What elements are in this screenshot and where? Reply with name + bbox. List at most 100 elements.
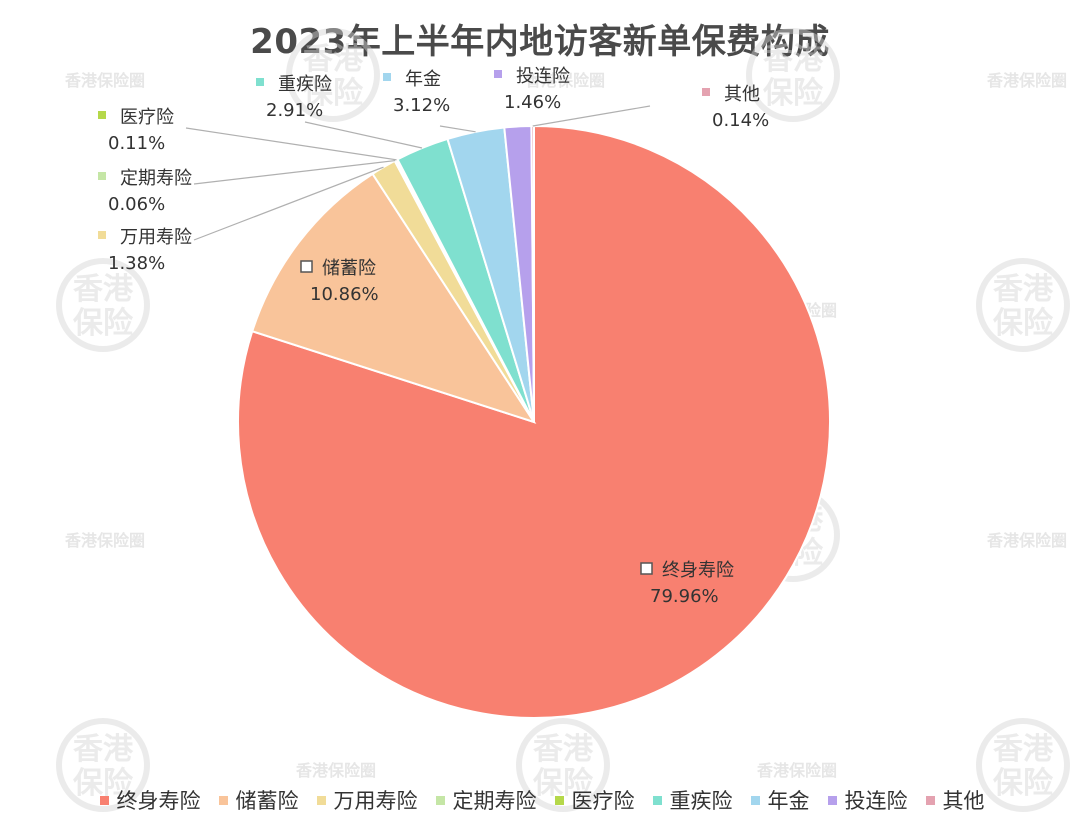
legend-label: 终身寿险 <box>116 789 201 813</box>
legend-label: 其他 <box>942 789 985 813</box>
pie-slices <box>237 124 831 719</box>
watermark-text: 香港保险圈 <box>986 531 1067 550</box>
data-label-name: 储蓄险 <box>322 258 376 279</box>
svg-text:保险: 保险 <box>763 76 824 111</box>
svg-text:保险: 保险 <box>533 766 594 801</box>
label-marker <box>702 88 710 96</box>
watermark-seal: 香港保险 <box>746 28 840 122</box>
legend-label: 定期寿险 <box>452 789 537 813</box>
legend-item: 储蓄险 <box>218 785 299 815</box>
label-marker <box>640 562 653 575</box>
legend-item: 投连险 <box>827 785 908 815</box>
legend-item: 年金 <box>750 785 810 815</box>
legend-swatch <box>750 795 760 805</box>
legend-swatch <box>554 795 564 805</box>
watermark-seal: 香港保险 <box>286 28 380 122</box>
data-label: 重疾险 2.91% <box>256 74 332 121</box>
watermark-text: 香港保险圈 <box>524 71 605 90</box>
data-label-name: 医疗险 <box>120 107 174 128</box>
data-labels: 终身寿险 79.96% 储蓄险 10.86% 万用寿险 1.38% 定期寿险 0.06% 医疗险… <box>98 66 769 607</box>
watermark-seal: 香港保险 <box>56 718 150 812</box>
data-label-name: 重疾险 <box>278 74 332 95</box>
legend-swatch <box>435 795 445 805</box>
data-label: 万用寿险 1.38% <box>98 227 192 274</box>
label-marker <box>300 260 313 273</box>
svg-text:保险: 保险 <box>73 766 134 801</box>
data-label-name: 万用寿险 <box>120 227 192 248</box>
watermark-text: 香港保险圈 <box>64 71 145 90</box>
pie-slice <box>251 172 537 424</box>
legend-item: 重疾险 <box>652 785 733 815</box>
data-label: 定期寿险 0.06% <box>98 168 192 215</box>
svg-text:香港: 香港 <box>73 732 134 767</box>
svg-text:保险: 保险 <box>993 306 1054 341</box>
leader-line <box>193 159 396 185</box>
data-label: 终身寿险 79.96% <box>640 560 734 607</box>
leader-line <box>193 166 384 241</box>
data-label: 储蓄险 10.86% <box>300 258 379 305</box>
legend-swatch <box>925 795 935 805</box>
legend-label: 投连险 <box>844 789 908 813</box>
legend-swatch <box>218 795 228 805</box>
svg-text:香港: 香港 <box>993 732 1054 767</box>
watermark-text: 香港保险圈 <box>295 761 376 780</box>
watermark-seal: 香港保险 <box>56 258 150 352</box>
label-marker <box>98 111 106 119</box>
data-label-value: 10.86% <box>310 284 379 305</box>
leader-line <box>304 121 423 149</box>
data-label-value: 0.14% <box>712 110 769 131</box>
data-label-value: 0.11% <box>108 133 165 154</box>
svg-text:香港: 香港 <box>533 732 594 767</box>
label-marker <box>256 78 264 86</box>
legend-item: 医疗险 <box>554 785 635 815</box>
leader-line <box>185 127 397 161</box>
legend-swatch <box>99 795 109 805</box>
svg-text:保险: 保险 <box>303 76 364 111</box>
watermark-text: 香港保险圈 <box>64 531 145 550</box>
legend: 终身寿险 储蓄险 万用寿险 定期寿险 医疗险 重疾险 年金 投连险 其他 <box>10 782 1074 818</box>
data-label-name: 定期寿险 <box>120 168 192 189</box>
data-label-value: 1.38% <box>108 253 165 274</box>
legend-label: 医疗险 <box>571 789 635 813</box>
watermark-seal: 香港保险 <box>516 718 610 812</box>
legend-label: 万用寿险 <box>333 789 418 813</box>
data-label: 年金 3.12% <box>383 69 450 116</box>
label-marker <box>494 70 502 78</box>
data-label-value: 0.06% <box>108 194 165 215</box>
watermark-text: 香港保险圈 <box>986 71 1067 90</box>
legend-swatch <box>652 795 662 805</box>
watermark-seal: 香港保险 <box>976 258 1070 352</box>
legend-label: 重疾险 <box>669 789 733 813</box>
legend-label: 年金 <box>767 789 810 813</box>
data-label-name: 其他 <box>724 84 760 105</box>
watermark-seal: 香港保险 <box>976 718 1070 812</box>
svg-text:保险: 保险 <box>73 306 134 341</box>
data-label-value: 1.46% <box>504 92 561 113</box>
chart-title: 2023年上半年内地访客新单保费构成 <box>250 22 830 62</box>
leader-lines <box>185 105 651 241</box>
data-label-name: 终身寿险 <box>662 560 734 581</box>
label-marker <box>98 172 106 180</box>
data-label: 其他 0.14% <box>702 84 769 131</box>
legend-swatch <box>827 795 837 805</box>
data-label-value: 3.12% <box>393 95 450 116</box>
legend-item: 终身寿险 <box>99 785 201 815</box>
label-marker <box>98 231 106 239</box>
leader-line <box>532 105 651 127</box>
data-label-value: 2.91% <box>266 100 323 121</box>
legend-item: 定期寿险 <box>435 785 537 815</box>
data-label-name: 投连险 <box>516 66 570 87</box>
svg-text:香港: 香港 <box>763 42 824 77</box>
svg-text:保险: 保险 <box>993 766 1054 801</box>
legend-item: 万用寿险 <box>316 785 418 815</box>
label-marker <box>383 73 391 81</box>
data-label-name: 年金 <box>405 69 441 90</box>
legend-swatch <box>316 795 326 805</box>
svg-text:香港: 香港 <box>303 42 364 77</box>
legend-label: 储蓄险 <box>235 789 299 813</box>
legend-item: 其他 <box>925 785 985 815</box>
watermark-text: 香港保险圈 <box>756 761 837 780</box>
data-label: 医疗险 0.11% <box>98 107 174 154</box>
svg-text:香港: 香港 <box>73 272 134 307</box>
